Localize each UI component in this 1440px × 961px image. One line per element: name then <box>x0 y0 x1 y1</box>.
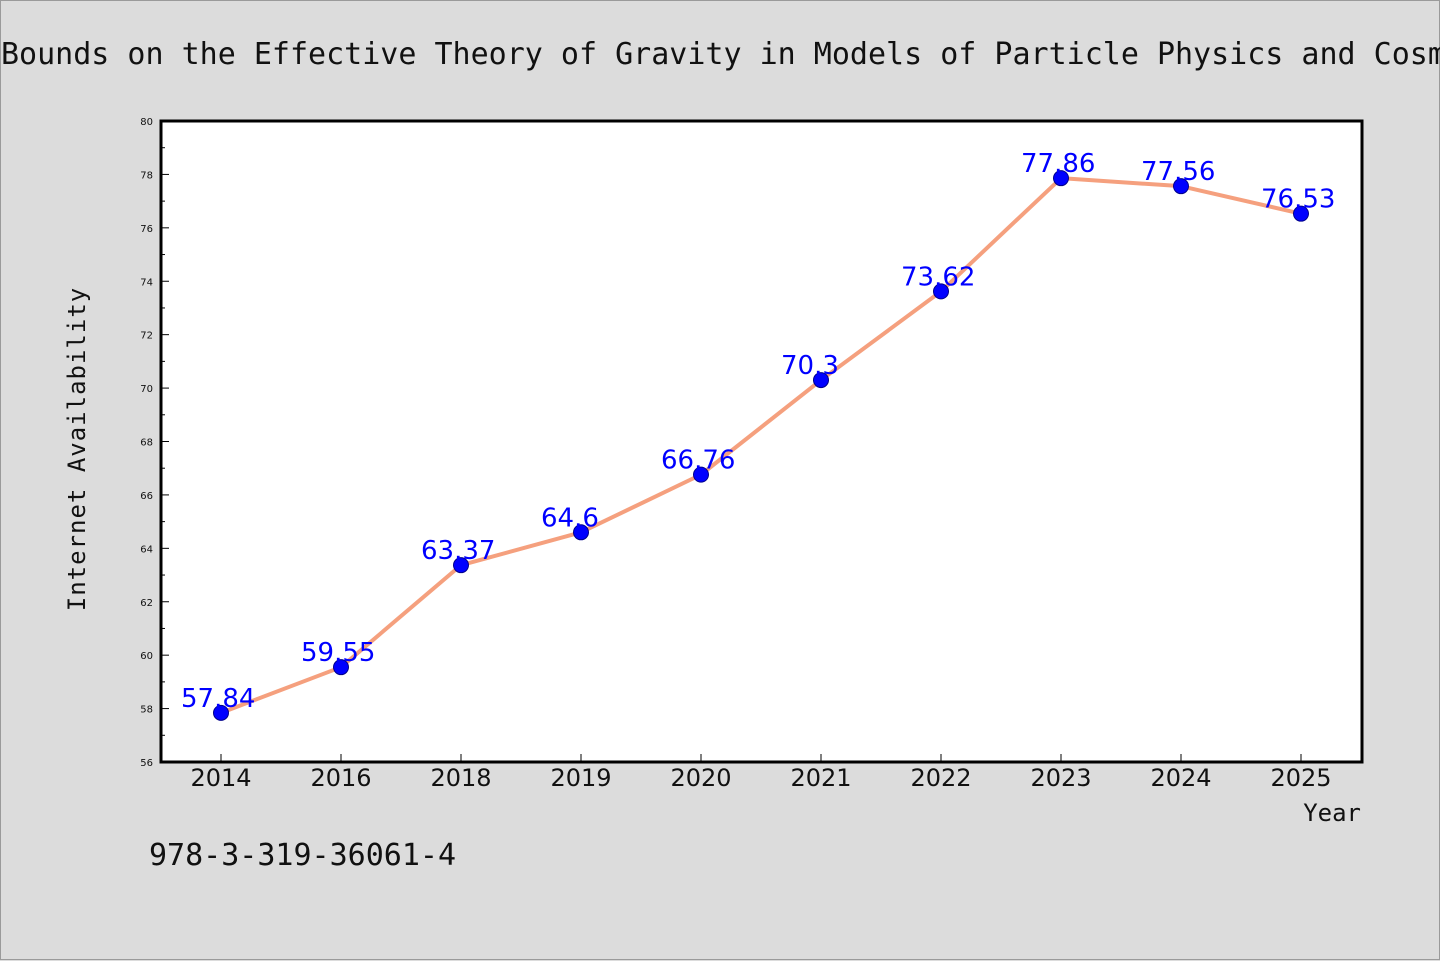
data-label: 63.37 <box>421 536 495 566</box>
y-tick-label: 68 <box>140 438 153 449</box>
x-tick-label: 2016 <box>310 764 371 792</box>
y-tick-label: 76 <box>140 224 153 235</box>
data-point <box>933 283 949 300</box>
y-tick-label: 72 <box>140 331 153 342</box>
data-label: 76.53 <box>1261 185 1335 215</box>
y-tick-label: 70 <box>140 384 153 395</box>
x-tick-label: 2022 <box>910 764 971 792</box>
data-point <box>1173 178 1189 195</box>
data-point <box>813 372 829 389</box>
x-tick-label: 2023 <box>1030 764 1091 792</box>
y-axis: 56 58 60 62 64 66 68 70 72 74 76 78 80 <box>140 117 169 769</box>
y-tick-label: 80 <box>140 117 153 128</box>
data-labels: 57.84 59.55 63.37 64.6 66.76 70.3 73.62 77.86 77… <box>181 149 1335 714</box>
x-tick-label: 2021 <box>790 764 851 792</box>
data-label: 73.62 <box>901 262 975 292</box>
data-label: 77.86 <box>1021 149 1095 179</box>
x-tick-label: 2024 <box>1150 764 1211 792</box>
data-point <box>1053 170 1069 187</box>
x-tick-label: 2018 <box>430 764 491 792</box>
series-line-group <box>220 176 1302 715</box>
data-label: 77.56 <box>1141 157 1215 187</box>
data-label: 57.84 <box>181 684 255 714</box>
plot-area <box>159 119 1364 764</box>
x-tick-label: 2014 <box>190 764 251 792</box>
data-label: 70.3 <box>781 351 839 381</box>
data-label: 66.76 <box>661 446 735 476</box>
chart-title: Bounds on the Effective Theory of Gravit… <box>1 37 1440 72</box>
data-label: 64.6 <box>541 503 599 533</box>
y-tick-label: 58 <box>140 705 153 716</box>
y-tick-label: 74 <box>140 277 153 288</box>
y-tick-label: 56 <box>140 758 153 769</box>
y-tick-label: 64 <box>140 544 153 555</box>
x-tick-label: 2020 <box>670 764 731 792</box>
y-tick-label: 62 <box>140 598 153 609</box>
y-tick-label: 66 <box>140 491 153 502</box>
data-point <box>573 524 589 541</box>
y-tick-label: 78 <box>140 170 153 181</box>
data-point <box>693 466 709 483</box>
y-axis-label: Internet Availability <box>63 287 91 611</box>
data-point <box>453 557 469 574</box>
isbn-text: 978-3-319-36061-4 <box>149 838 456 873</box>
data-markers <box>213 170 1309 721</box>
data-point <box>333 659 349 676</box>
y-tick-label: 60 <box>140 651 153 662</box>
x-axis: 2014 2016 2018 2019 2020 2021 2022 2023 2024 2025 <box>190 754 1332 792</box>
data-label: 59.55 <box>301 638 375 668</box>
x-axis-label: Year <box>1303 799 1361 827</box>
x-tick-label: 2019 <box>550 764 611 792</box>
data-point <box>1293 205 1309 222</box>
data-point <box>213 704 229 721</box>
series-line <box>220 176 1302 715</box>
x-tick-label: 2025 <box>1270 764 1331 792</box>
